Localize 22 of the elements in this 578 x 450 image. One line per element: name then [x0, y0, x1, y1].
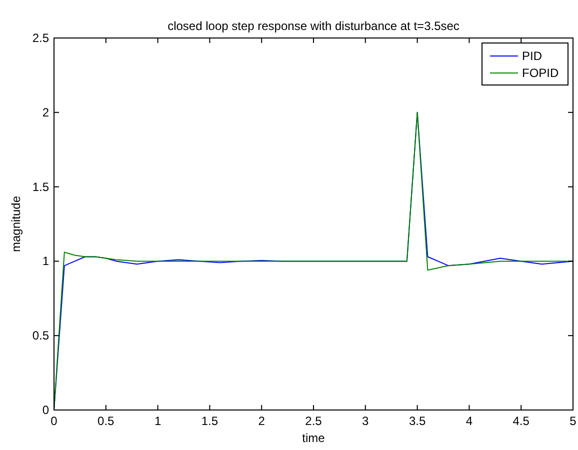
x-tick-label: 4 — [466, 414, 473, 428]
x-tick-label: 2.5 — [305, 414, 322, 428]
x-tick-label: 3 — [362, 414, 370, 428]
x-tick-label: 1.5 — [201, 414, 218, 428]
legend-label: FOPID — [522, 66, 559, 80]
x-tick-label: 0.5 — [98, 414, 115, 428]
y-tick-label: 0.5 — [32, 328, 50, 343]
x-tick-label: 5 — [570, 414, 577, 428]
y-tick-label: 2 — [42, 105, 50, 120]
y-axis-title: magnitude — [9, 196, 23, 252]
legend-label: PID — [522, 49, 542, 63]
x-tick-label: 2 — [258, 414, 266, 428]
x-tick-label: 0 — [50, 414, 58, 428]
x-tick-label: 4.5 — [512, 414, 530, 428]
x-tick-label: 3.5 — [408, 414, 426, 428]
x-tick-label: 1 — [154, 414, 162, 428]
y-tick-label: 1.5 — [32, 180, 50, 194]
chart-title: closed loop step response with disturbance at t=3.5sec — [168, 19, 460, 33]
y-tick-label: 2.5 — [32, 31, 50, 45]
y-tick-label: 1 — [42, 254, 50, 268]
x-axis-title: time — [302, 431, 326, 445]
y-tick-label: 0 — [42, 403, 50, 417]
